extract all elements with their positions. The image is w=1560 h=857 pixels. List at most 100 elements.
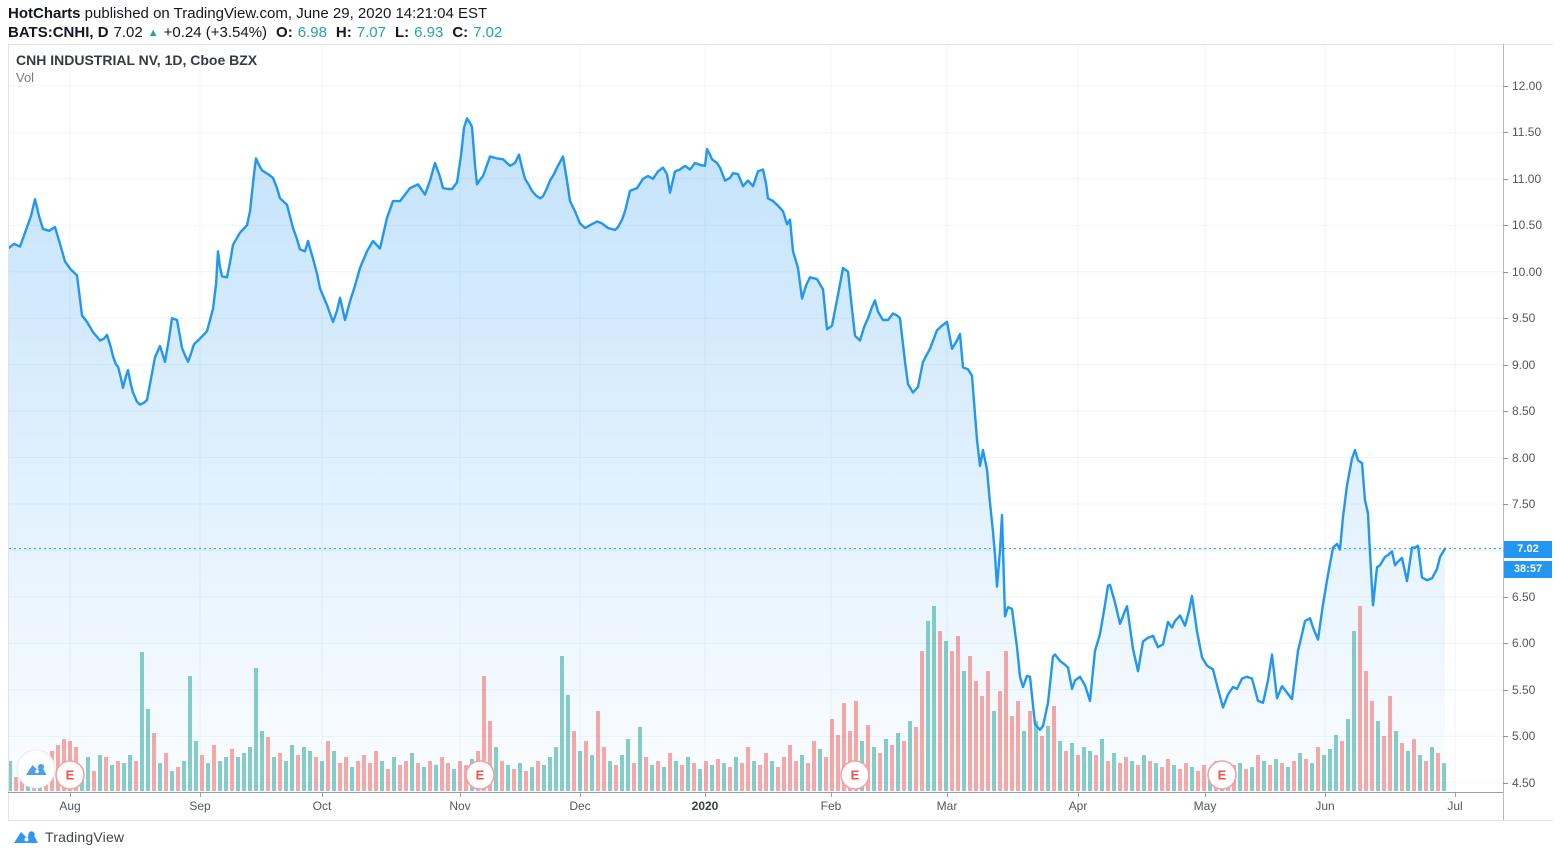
volume-bar (110, 765, 114, 791)
volume-bar (206, 763, 210, 791)
price-tick-label: 4.50 (1512, 775, 1536, 790)
volume-bar (746, 747, 750, 791)
volume-bar (1010, 716, 1014, 791)
price-tick-mark (1503, 596, 1508, 598)
volume-bar (1268, 765, 1272, 791)
volume-bar (410, 753, 414, 791)
volume-bar (1088, 751, 1092, 791)
volume-bar (788, 745, 792, 791)
volume-bar (542, 765, 546, 791)
volume-bar (290, 745, 294, 791)
volume-bar (146, 709, 150, 791)
volume-bar (908, 721, 912, 791)
volume-bar (752, 761, 756, 791)
volume-bar (704, 761, 708, 791)
volume-bar (806, 763, 810, 791)
volume-bar (764, 753, 768, 791)
earnings-marker[interactable]: E (465, 760, 495, 790)
low-label: L: (394, 24, 410, 41)
volume-bar (938, 631, 942, 791)
volume-bar (602, 747, 606, 791)
header: HotCharts published on TradingView.com, … (8, 5, 502, 42)
time-tick-mark (200, 792, 201, 797)
volume-bar (218, 761, 222, 791)
volume-bar (446, 763, 450, 791)
volume-bar (1412, 739, 1416, 791)
low-value: 6.93 (414, 24, 444, 41)
price-change: +0.24 (+3.54%) (163, 24, 268, 41)
volume-bar (188, 676, 192, 791)
volume-bar (1424, 761, 1428, 791)
volume-bar (1178, 769, 1182, 791)
volume-bar (896, 733, 900, 791)
time-tick-mark (1078, 792, 1079, 797)
volume-bar (854, 701, 858, 791)
volume-bar (374, 751, 378, 791)
price-tick-label: 10.50 (1512, 218, 1543, 233)
price-tick-label: 5.00 (1512, 729, 1536, 744)
price-tick-label: 9.00 (1512, 357, 1536, 372)
volume-bar (92, 771, 96, 791)
time-tick-mark (580, 792, 581, 797)
volume-bar (506, 765, 510, 791)
volume-bar (1070, 743, 1074, 791)
volume-bar (1244, 769, 1248, 791)
up-arrow-icon: ▲ (147, 27, 159, 39)
volume-bar (710, 765, 714, 791)
volume-bar (1286, 767, 1290, 791)
volume-bar (134, 761, 138, 791)
volume-bar (392, 757, 396, 791)
earnings-marker[interactable]: E (840, 760, 870, 790)
volume-bar (1076, 755, 1080, 791)
volume-bar (296, 755, 300, 791)
volume-bar (1004, 651, 1008, 791)
time-tick-mark (70, 792, 71, 797)
volume-bar (1400, 743, 1404, 791)
volume-bar (866, 725, 870, 791)
volume-bar (632, 763, 636, 791)
volume-bar (1262, 761, 1266, 791)
volume-bar (1322, 755, 1326, 791)
volume-bar (194, 741, 198, 791)
volume-bar (104, 757, 108, 791)
volume-bar (1016, 701, 1020, 791)
volume-bar (1274, 759, 1278, 791)
volume-bar (230, 749, 234, 791)
time-tick-label: May (1193, 799, 1217, 813)
volume-bar (1142, 755, 1146, 791)
earnings-marker[interactable]: E (1207, 760, 1237, 790)
volume-bar (572, 731, 576, 791)
volume-bar (1334, 735, 1338, 791)
footer: TradingView (13, 827, 124, 847)
volume-bar (1190, 767, 1194, 791)
volume-bar (536, 761, 540, 791)
volume-bar (620, 755, 624, 791)
volume-bar (260, 731, 264, 791)
tradingview-logo-icon[interactable] (13, 827, 39, 847)
volume-bar (1172, 765, 1176, 791)
volume-bar (1364, 671, 1368, 791)
price-tick-mark (1503, 643, 1508, 645)
volume-bar (950, 651, 954, 791)
time-tick-mark (460, 792, 461, 797)
earnings-marker[interactable]: E (55, 760, 85, 790)
price-tick-mark (1503, 318, 1508, 320)
volume-bar (914, 727, 918, 791)
volume-bar (1058, 741, 1062, 791)
volume-bar (962, 671, 966, 791)
price-tick-label: 11.50 (1512, 125, 1542, 140)
tradingview-brand[interactable]: TradingView (45, 829, 125, 845)
time-axis-line (8, 792, 1503, 793)
volume-bar (452, 769, 456, 791)
volume-bar (668, 753, 672, 791)
volume-bar (848, 731, 852, 791)
volume-bar (1130, 761, 1134, 791)
price-tick-label: 5.50 (1512, 682, 1536, 697)
volume-bar (488, 721, 492, 791)
volume-bar (578, 751, 582, 791)
volume-bar (1316, 747, 1320, 791)
volume-bar (560, 656, 564, 791)
volume-bar (728, 767, 732, 791)
volume-bar (1082, 747, 1086, 791)
